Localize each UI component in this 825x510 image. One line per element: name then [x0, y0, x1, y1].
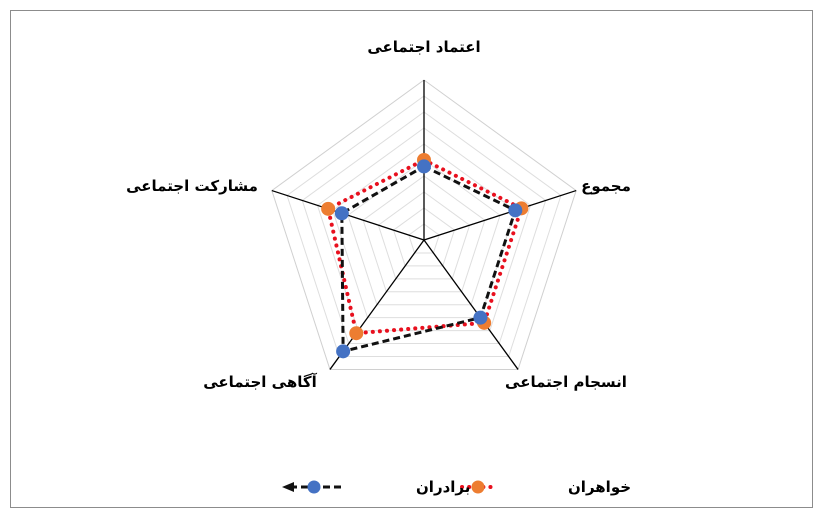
grid-ring-9 — [286, 95, 562, 357]
axis-label-5: مشارکت اجتماعی — [126, 177, 258, 195]
legend-label-1: خواهران — [568, 478, 631, 496]
series-2-point-4 — [336, 344, 351, 359]
legend-marker-2 — [307, 480, 321, 494]
grid-ring-2 — [392, 207, 456, 267]
series-2-point-3 — [473, 310, 488, 325]
grid-ring-1 — [408, 223, 440, 254]
grid-ring-3 — [377, 191, 471, 280]
series-1-point-5 — [321, 201, 336, 216]
axis-label-2: مجموع — [581, 177, 631, 195]
series-2-point-5 — [334, 206, 349, 221]
series-2-point-2 — [508, 203, 523, 218]
series-1-point-4 — [349, 326, 364, 341]
chart-legend: خواهران برادران — [282, 478, 631, 496]
legend-label-2: برادران — [416, 478, 470, 496]
grid-ring-4 — [362, 175, 486, 293]
legend-marker-1 — [471, 480, 485, 494]
axis-label-4: آگاهی اجتماعی — [203, 373, 317, 391]
radar-series — [321, 153, 529, 359]
spoke-2 — [423, 189, 577, 241]
chart-frame — [10, 10, 813, 508]
series-line-2 — [340, 164, 518, 354]
axis-label-1: اعتماد اجتماعی — [367, 38, 480, 56]
series-line-1 — [325, 157, 524, 336]
radar-spokes — [271, 80, 577, 370]
grid-ring-7 — [316, 127, 532, 332]
grid-ring-10 — [271, 79, 577, 370]
radar-axis-labels: اعتماد اجتماعی مجموع انسجام اجتماعی آگاهی ا… — [126, 38, 631, 391]
axis-label-3: انسجام اجتماعی — [505, 373, 627, 391]
legend-arrow-2 — [282, 482, 294, 492]
spoke-3 — [423, 239, 519, 370]
series-2-point-1 — [417, 159, 431, 174]
grid-ring-8 — [301, 111, 547, 345]
grid-ring-5 — [347, 159, 501, 306]
radar-grid — [271, 79, 577, 370]
